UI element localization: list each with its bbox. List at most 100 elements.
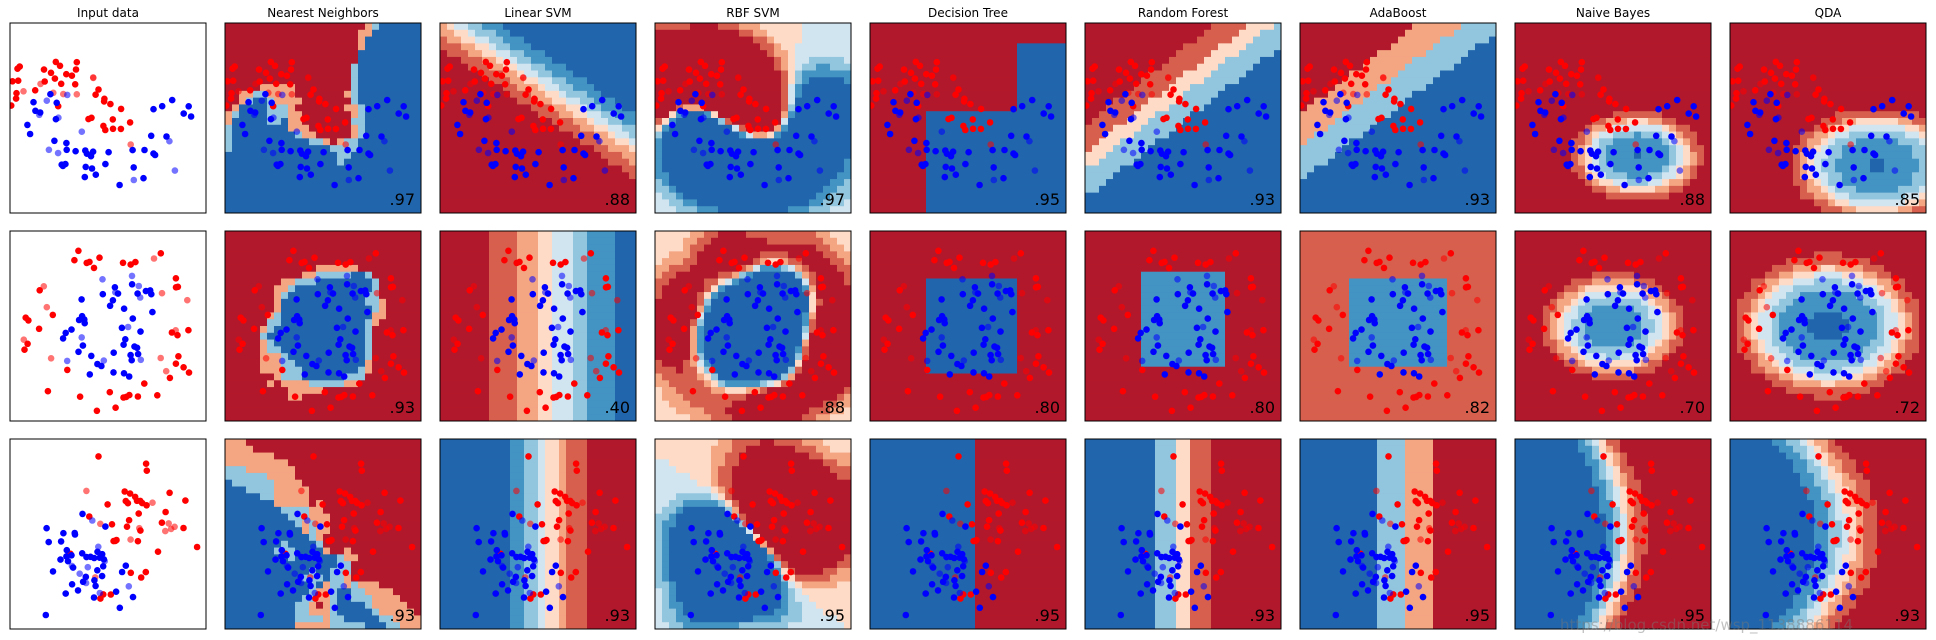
surface-cell bbox=[316, 50, 324, 58]
surface-cell bbox=[1370, 206, 1378, 213]
surface-cell bbox=[510, 179, 518, 187]
surface-cell bbox=[1197, 90, 1205, 99]
surface-cell bbox=[1225, 36, 1233, 44]
surface-cell bbox=[753, 131, 761, 139]
surface-cell bbox=[982, 185, 990, 194]
surface-cell bbox=[393, 23, 401, 31]
class0-point bbox=[72, 66, 80, 73]
surface-cell bbox=[767, 145, 775, 153]
surface-cell bbox=[1300, 43, 1308, 51]
surface-cell bbox=[372, 70, 380, 78]
surface-cell bbox=[323, 172, 331, 180]
surface-cell bbox=[351, 158, 359, 167]
surface-cell bbox=[1003, 192, 1011, 201]
surface-cell bbox=[239, 63, 247, 72]
surface-cell bbox=[996, 63, 1004, 72]
surface-cell bbox=[407, 84, 415, 92]
surface-cell bbox=[594, 206, 602, 213]
surface-cell bbox=[968, 111, 976, 119]
class1-point bbox=[723, 128, 731, 135]
surface-cell bbox=[1274, 158, 1281, 167]
surface-cell bbox=[1155, 23, 1163, 31]
surface-cell bbox=[1134, 29, 1142, 38]
surface-cell bbox=[1127, 111, 1135, 119]
surface-cell bbox=[753, 77, 761, 85]
surface-cell bbox=[746, 138, 754, 146]
surface-cell bbox=[274, 145, 282, 153]
surface-cell bbox=[954, 70, 962, 78]
surface-cell bbox=[400, 97, 408, 106]
surface-cell bbox=[1246, 56, 1254, 65]
surface-cell bbox=[968, 23, 976, 31]
class1-point bbox=[1128, 99, 1135, 107]
surface-cell bbox=[489, 206, 497, 213]
surface-cell bbox=[905, 50, 913, 58]
surface-cell bbox=[1085, 63, 1093, 72]
surface-cell bbox=[975, 145, 983, 153]
surface-cell bbox=[288, 185, 296, 194]
surface-cell bbox=[1141, 23, 1149, 31]
surface-cell bbox=[823, 70, 831, 78]
surface-cell bbox=[379, 84, 387, 92]
surface-cell bbox=[947, 77, 955, 85]
surface-cell bbox=[1377, 172, 1385, 180]
surface-cell bbox=[718, 179, 726, 187]
surface-cell bbox=[622, 165, 630, 173]
surface-cell bbox=[1349, 70, 1357, 78]
surface-cell bbox=[1328, 36, 1336, 44]
surface-cell bbox=[1148, 77, 1156, 85]
surface-cell bbox=[510, 118, 518, 126]
surface-cell bbox=[1300, 172, 1308, 180]
surface-cell bbox=[260, 199, 268, 207]
surface-cell bbox=[1356, 63, 1364, 72]
surface-cell bbox=[1120, 43, 1128, 51]
surface-cell bbox=[246, 151, 254, 160]
surface-cell bbox=[837, 206, 845, 213]
surface-cell bbox=[267, 172, 275, 180]
surface-cell bbox=[1225, 118, 1233, 126]
surface-cell bbox=[767, 172, 775, 180]
class0-point bbox=[229, 77, 237, 84]
surface-cell bbox=[629, 36, 636, 44]
surface-cell bbox=[1370, 192, 1378, 201]
surface-cell bbox=[580, 165, 588, 173]
class0-point bbox=[486, 62, 494, 70]
surface-cell bbox=[1218, 151, 1226, 160]
surface-cell bbox=[482, 199, 490, 207]
surface-cell bbox=[884, 43, 892, 51]
surface-cell bbox=[823, 158, 831, 167]
surface-cell bbox=[1356, 118, 1364, 126]
surface-cell bbox=[1377, 29, 1385, 38]
surface-cell bbox=[1239, 70, 1247, 78]
surface-cell bbox=[1045, 77, 1053, 85]
surface-cell bbox=[281, 138, 289, 146]
class1-point bbox=[560, 176, 568, 184]
surface-cell bbox=[1092, 179, 1100, 187]
surface-cell bbox=[1141, 36, 1149, 44]
class1-point bbox=[808, 133, 815, 140]
surface-cell bbox=[1003, 124, 1011, 133]
surface-cell bbox=[1267, 63, 1275, 72]
class1-point bbox=[402, 113, 410, 120]
surface-cell bbox=[739, 118, 747, 126]
surface-cell bbox=[608, 165, 616, 173]
surface-cell bbox=[898, 206, 906, 213]
surface-cell bbox=[1260, 158, 1268, 167]
surface-cell bbox=[898, 70, 906, 78]
surface-cell bbox=[1356, 158, 1364, 167]
surface-cell bbox=[1232, 84, 1240, 92]
surface-cell bbox=[573, 29, 581, 38]
surface-cell bbox=[524, 56, 532, 65]
class1-point bbox=[1129, 149, 1137, 157]
class0-point bbox=[481, 75, 489, 82]
surface-cell bbox=[1300, 63, 1308, 72]
surface-cell bbox=[1300, 97, 1308, 106]
surface-cell bbox=[1335, 172, 1343, 180]
surface-cell bbox=[788, 158, 796, 167]
surface-cell bbox=[1085, 158, 1093, 167]
surface-cell bbox=[461, 56, 469, 65]
surface-cell bbox=[510, 70, 518, 78]
surface-cell bbox=[739, 77, 747, 85]
surface-cell bbox=[1398, 179, 1406, 187]
surface-cell bbox=[1328, 151, 1336, 160]
